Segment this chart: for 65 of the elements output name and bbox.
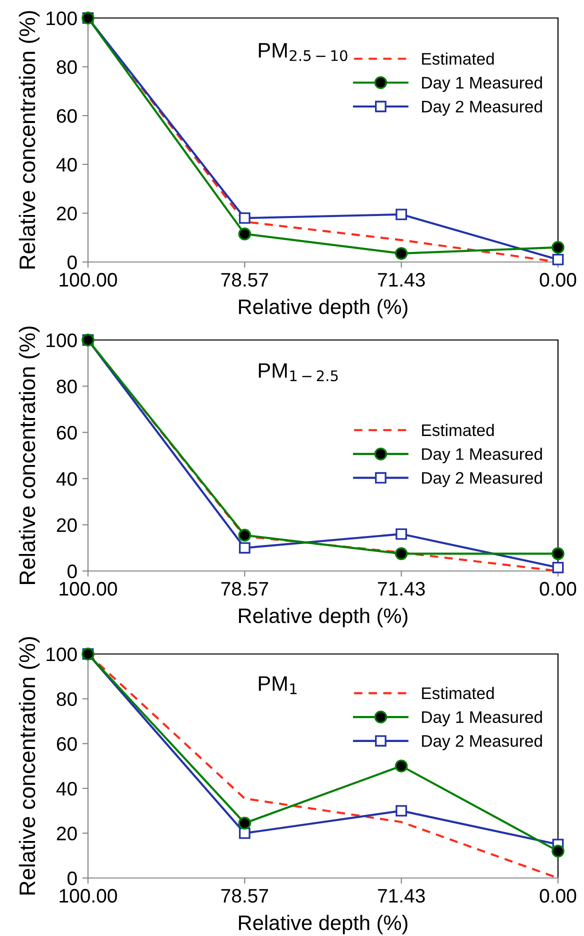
point [394, 760, 408, 772]
point [238, 542, 250, 554]
x-axis-title: Relative depth (%) [239, 914, 408, 934]
y-tick-label: 100 [46, 11, 77, 26]
point [552, 254, 564, 266]
legend-label: Day 1 Measured [422, 448, 542, 464]
x-tick-label: 100.00 [60, 582, 117, 596]
point [396, 208, 408, 220]
legend-label: Day 2 Measured [422, 100, 542, 116]
x-tick-label: 0.00 [540, 888, 576, 903]
y-tick-label: 40 [56, 472, 77, 486]
y-axis-title: Relative concentration (%) [18, 11, 40, 268]
y-tick-label: 0 [68, 255, 77, 270]
y-axis-title: Relative concentration (%) [18, 637, 40, 894]
legend-label: Estimated [422, 424, 494, 436]
legend-label: Estimated [422, 686, 494, 700]
point [238, 816, 252, 830]
x-tick-label: 100.00 [60, 888, 117, 903]
legend-label: Estimated [422, 52, 494, 65]
point [238, 212, 250, 224]
x-axis-title: Relative depth (%) [239, 608, 408, 628]
x-tick-label: 78.57 [221, 888, 268, 903]
legend-label: Day 1 Measured [422, 76, 542, 92]
legend-label: Day 1 Measured [422, 710, 542, 726]
point [552, 240, 564, 254]
y-tick-label: 100 [46, 647, 77, 662]
y-tick-label: 80 [56, 692, 77, 706]
y-tick-label: 0 [68, 564, 77, 578]
y-tick-label: 20 [56, 826, 77, 840]
y-axis-title: Relative concentration (%) [18, 326, 40, 584]
point [394, 247, 408, 260]
y-tick-label: 100 [46, 333, 77, 348]
legend-label: Day 2 Measured [422, 472, 542, 488]
x-tick-label: 78.57 [221, 272, 268, 287]
point [238, 228, 252, 240]
y-tick-label: 0 [68, 871, 77, 886]
x-tick-label: 100.00 [60, 272, 117, 287]
text: PM$_{1−2.5}$ [258, 363, 338, 382]
text: PM$_{1}$ [258, 676, 297, 694]
y-tick-label: 60 [56, 737, 77, 751]
point [238, 828, 250, 839]
y-tick-label: 20 [56, 518, 77, 532]
y-tick-label: 60 [56, 426, 77, 440]
point [394, 547, 408, 560]
point [396, 805, 408, 816]
legend-label: Day 2 Measured [422, 734, 542, 750]
y-tick-label: 60 [56, 109, 77, 123]
x-tick-label: 71.43 [378, 582, 425, 596]
x-tick-label: 0.00 [540, 582, 576, 596]
x-axis-title: Relative depth (%) [239, 298, 408, 318]
y-tick-label: 80 [56, 60, 77, 74]
point [552, 844, 564, 858]
x-tick-label: 71.43 [378, 272, 425, 287]
point [396, 528, 408, 540]
x-tick-label: 78.57 [221, 582, 268, 596]
point [552, 547, 564, 560]
y-tick-label: 20 [56, 206, 77, 220]
y-tick-label: 80 [56, 380, 77, 394]
y-tick-label: 40 [56, 782, 77, 796]
x-tick-label: 71.43 [378, 888, 425, 903]
y-tick-label: 40 [56, 158, 77, 172]
x-tick-label: 0.00 [540, 272, 576, 287]
point [552, 562, 564, 574]
point [238, 528, 252, 542]
text: PM$_{2.5−10}$ [258, 43, 348, 62]
